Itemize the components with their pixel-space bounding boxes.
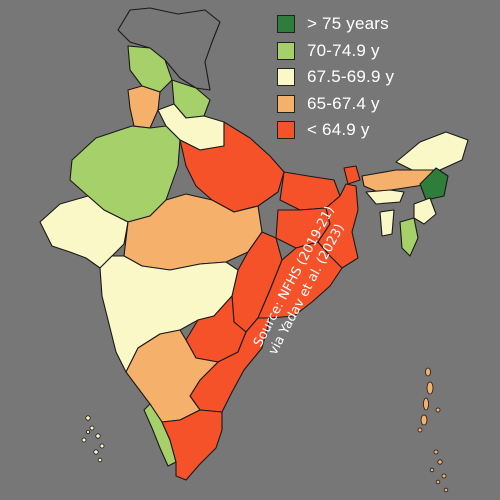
region-uttar-pradesh <box>179 121 285 213</box>
region-west-bengal <box>317 183 359 269</box>
legend-item: < 64.9 y <box>277 117 394 144</box>
legend-item: 65-67.4 y <box>277 91 394 118</box>
legend: > 75 years 70-74.9 y 67.5-69.9 y 65-67.4… <box>277 11 394 144</box>
region-punjab <box>127 85 161 129</box>
region-sikkim <box>343 165 361 185</box>
region-jammu-kashmir <box>117 7 221 91</box>
legend-item: 70-74.9 y <box>277 38 394 65</box>
legend-item: 67.5-69.9 y <box>277 64 394 91</box>
region-gujarat <box>39 195 129 269</box>
region-nagaland <box>419 167 449 201</box>
region-meghalaya <box>365 189 405 205</box>
legend-swatch <box>277 68 295 87</box>
legend-swatch <box>277 41 295 60</box>
region-lakshadweep <box>81 415 105 463</box>
region-mizoram <box>399 217 419 257</box>
region-tamil-nadu <box>161 409 223 481</box>
legend-swatch <box>277 121 295 140</box>
legend-label: < 64.9 y <box>307 120 370 140</box>
legend-label: 67.5-69.9 y <box>307 67 395 87</box>
region-odisha <box>257 241 343 319</box>
region-tripura <box>379 209 395 237</box>
legend-swatch <box>277 94 295 113</box>
region-himachal <box>127 45 173 93</box>
legend-label: 65-67.4 y <box>307 93 380 113</box>
region-arunachal <box>395 131 469 171</box>
legend-item: > 75 years <box>277 11 394 38</box>
legend-swatch <box>277 15 295 34</box>
region-andaman-nicobar <box>417 367 449 493</box>
legend-label: 70-74.9 y <box>307 40 380 60</box>
legend-label: > 75 years <box>307 14 389 34</box>
region-manipur <box>413 197 437 225</box>
